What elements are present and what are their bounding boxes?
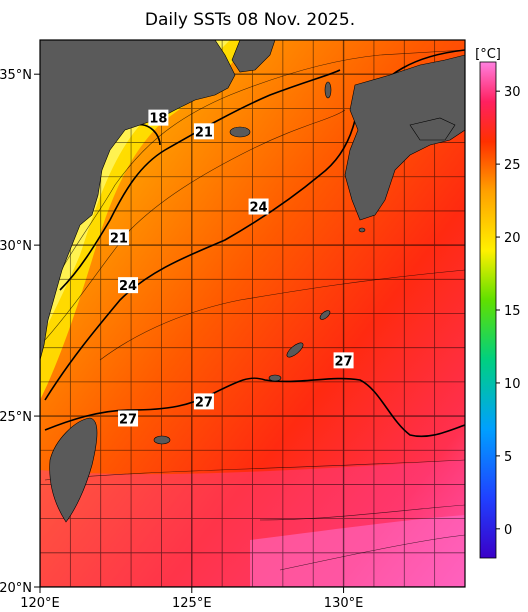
isotherm-27 bbox=[44, 377, 465, 438]
okinawa bbox=[286, 342, 304, 358]
svg-text:18: 18 bbox=[149, 112, 167, 127]
svg-text:24: 24 bbox=[250, 201, 268, 216]
map-frame bbox=[39, 39, 466, 588]
colorbar-tick-label: 0 bbox=[504, 523, 512, 538]
isotherm-21 bbox=[59, 69, 341, 291]
lon-label: 125°E bbox=[172, 596, 212, 611]
taiwan bbox=[49, 417, 98, 523]
japan-kyushu-honshu bbox=[344, 54, 465, 221]
colorbar: [°C] 0 5 10 15 20 25 30 bbox=[475, 47, 521, 559]
warm-pool-southeast bbox=[250, 515, 465, 587]
lat-label: 25°N bbox=[0, 410, 32, 425]
lon-label: 130°E bbox=[324, 596, 364, 611]
svg-text:27: 27 bbox=[119, 412, 137, 427]
lat-label: 30°N bbox=[0, 239, 32, 254]
shikoku bbox=[409, 117, 456, 141]
amami bbox=[319, 310, 331, 320]
colorbar-tick-label: 20 bbox=[504, 231, 521, 246]
colorbar-tick-label: 30 bbox=[504, 85, 521, 100]
axis-labels: 120°E 125°E 130°E 20°N 25°N 30°N 35°N bbox=[0, 68, 363, 611]
miyako bbox=[268, 374, 282, 382]
lon-label: 120°E bbox=[20, 596, 60, 611]
svg-text:27: 27 bbox=[195, 395, 213, 410]
korea-peninsula bbox=[231, 40, 276, 73]
contour-label: 27 bbox=[333, 352, 354, 369]
lat-lon-grid bbox=[40, 40, 465, 587]
tanegashima bbox=[358, 227, 366, 233]
jeju-island bbox=[229, 126, 251, 138]
svg-text:24: 24 bbox=[119, 279, 137, 294]
ishigaki bbox=[153, 435, 171, 445]
contour-label: 21 bbox=[108, 229, 129, 246]
contour-label: 21 bbox=[193, 123, 214, 140]
contour-label: 24 bbox=[118, 277, 139, 294]
colorbar-gradient bbox=[479, 61, 497, 559]
colorbar-ticks: 0 5 10 15 20 25 30 bbox=[496, 85, 521, 538]
lat-label: 35°N bbox=[0, 68, 32, 83]
map-title: Daily SSTs 08 Nov. 2025. bbox=[144, 10, 356, 30]
svg-text:21: 21 bbox=[195, 125, 213, 140]
contour-label: 27 bbox=[118, 410, 139, 427]
svg-text:21: 21 bbox=[110, 231, 128, 246]
colorbar-tick-label: 10 bbox=[504, 377, 521, 392]
contour-label: 24 bbox=[248, 198, 269, 216]
contour-label: 18 bbox=[148, 109, 169, 127]
china-mainland bbox=[40, 40, 236, 361]
colorbar-tick-label: 5 bbox=[504, 450, 512, 465]
colorbar-tick-label: 15 bbox=[504, 304, 521, 319]
contour-label: 27 bbox=[193, 393, 214, 410]
land-masses bbox=[40, 40, 465, 523]
colorbar-tick-label: 25 bbox=[504, 158, 521, 173]
tsushima bbox=[324, 81, 332, 99]
lat-label: 20°N bbox=[0, 581, 32, 596]
svg-text:27: 27 bbox=[335, 354, 353, 369]
colorbar-unit: [°C] bbox=[475, 47, 501, 62]
contour-labels: 18 21 24 21 24 27 27 27 bbox=[108, 109, 354, 427]
